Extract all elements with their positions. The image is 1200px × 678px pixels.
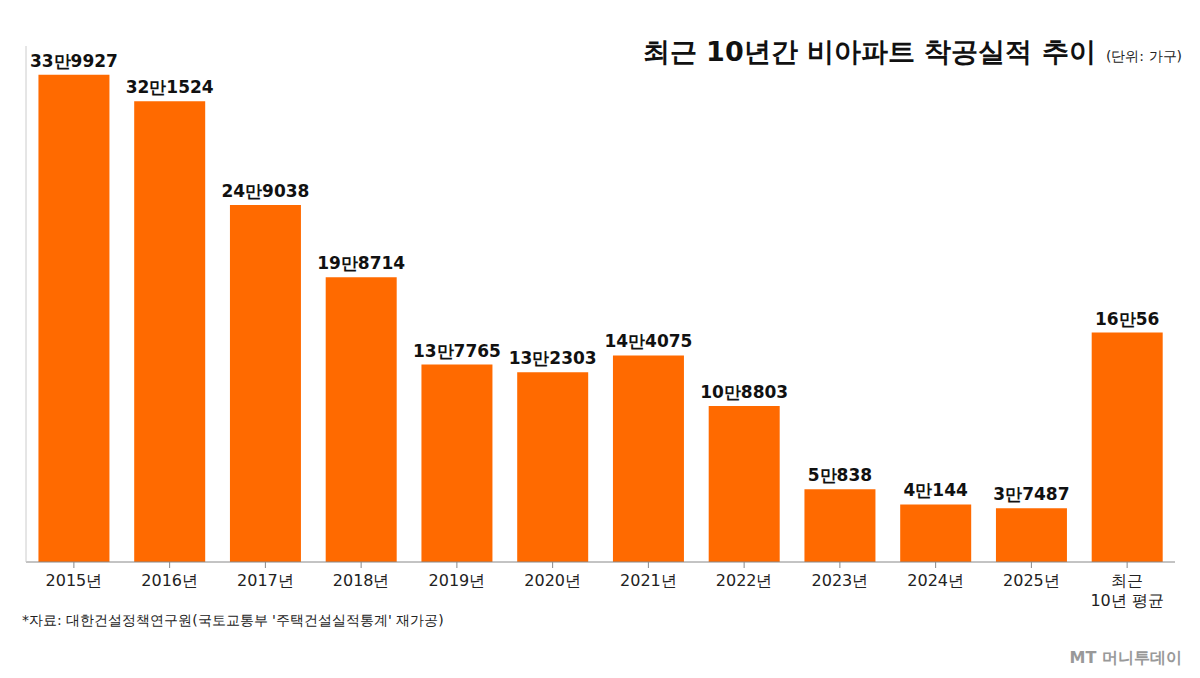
svg-text:2018년: 2018년 bbox=[333, 571, 390, 590]
svg-text:2019년: 2019년 bbox=[429, 571, 486, 590]
svg-text:14만4075: 14만4075 bbox=[604, 331, 692, 351]
svg-text:2024년: 2024년 bbox=[907, 571, 964, 590]
svg-text:2016년: 2016년 bbox=[141, 571, 198, 590]
svg-text:16만56: 16만56 bbox=[1095, 309, 1159, 329]
svg-text:2025년: 2025년 bbox=[1003, 571, 1060, 590]
svg-text:10만8803: 10만8803 bbox=[700, 382, 788, 402]
svg-text:2022년: 2022년 bbox=[716, 571, 773, 590]
svg-text:2023년: 2023년 bbox=[812, 571, 869, 590]
svg-text:32만1524: 32만1524 bbox=[126, 77, 214, 97]
html-text:*자료: 대한건설정책연구원(국토교통부 '주택건설실적통계: *자료: 대한건설정책연구원(국토교통부 '주택건설실적통계' 재가공) bbox=[22, 612, 444, 628]
svg-text:2020년: 2020년 bbox=[524, 571, 581, 590]
svg-text:13만7765: 13만7765 bbox=[413, 341, 501, 361]
svg-text:5만838: 5만838 bbox=[808, 465, 872, 485]
html-text:MT 머니투데이: MT 머니투데이 bbox=[1069, 648, 1182, 667]
svg-text:2021년: 2021년 bbox=[620, 571, 677, 590]
svg-text:33만9927: 33만9927 bbox=[30, 51, 118, 71]
svg-text:19만8714: 19만8714 bbox=[317, 253, 405, 273]
html-text:최근 10년간 비아파트 착공실적 추이 (단위: 가구): 최근 10년간 비아파트 착공실적 추이 (단위: 가구) bbox=[642, 36, 1182, 67]
svg-text:최근10년 평균: 최근10년 평균 bbox=[1090, 571, 1163, 610]
svg-text:13만2303: 13만2303 bbox=[509, 348, 597, 368]
svg-text:2015년: 2015년 bbox=[46, 571, 103, 590]
svg-text:4만144: 4만144 bbox=[904, 480, 968, 500]
svg-text:2017년: 2017년 bbox=[237, 571, 294, 590]
svg-text:24만9038: 24만9038 bbox=[221, 181, 309, 201]
svg-text:3만7487: 3만7487 bbox=[993, 484, 1069, 504]
